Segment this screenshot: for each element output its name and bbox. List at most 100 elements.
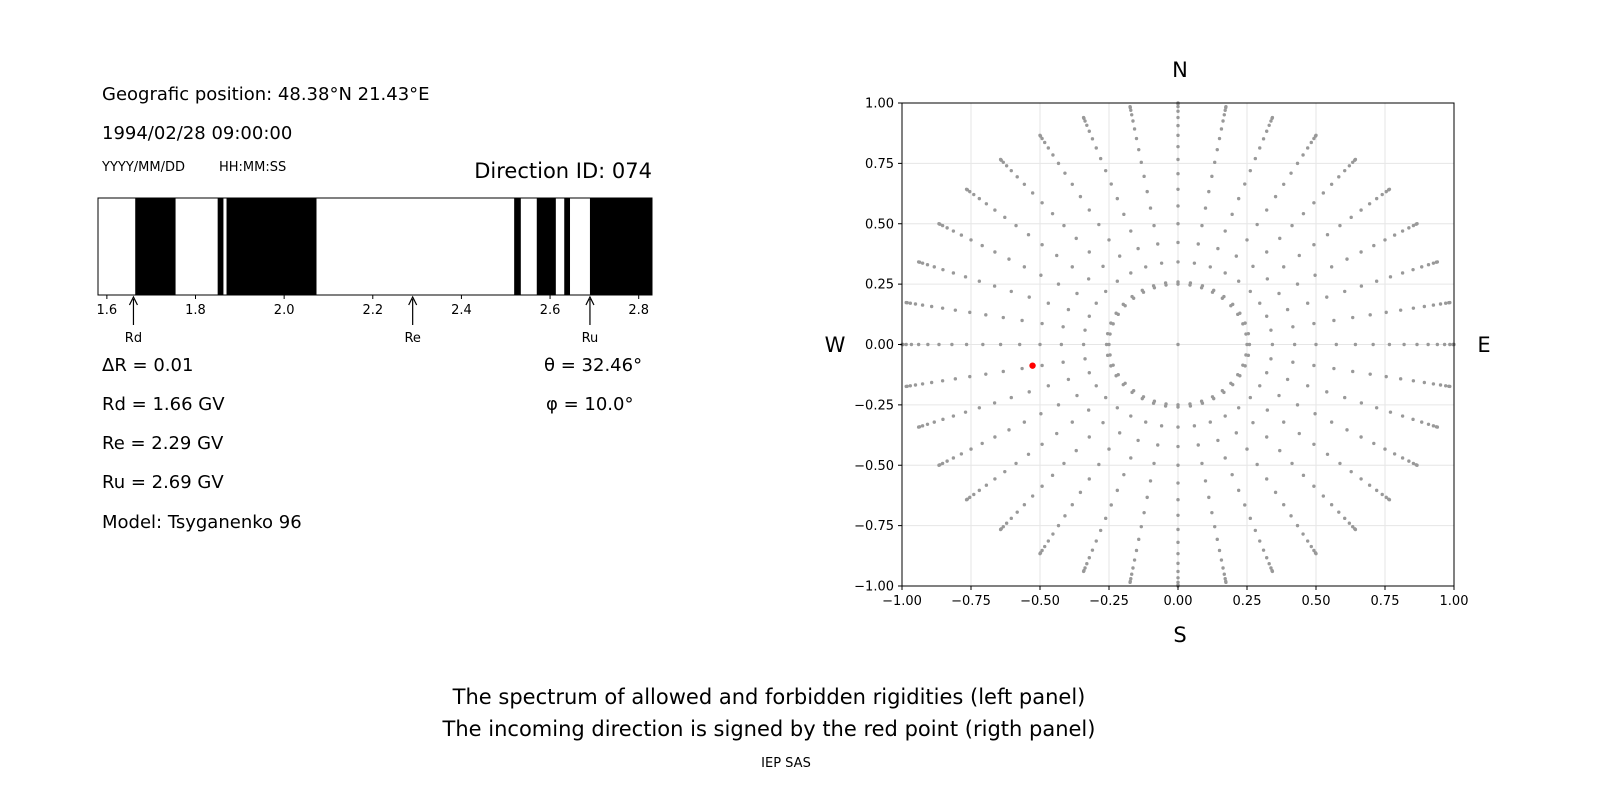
direction-point [1145, 189, 1149, 194]
direction-point [993, 208, 997, 212]
direction-point [1372, 441, 1376, 446]
direction-id: Direction ID: 074 [474, 159, 652, 183]
scatter-x-tick-label: 1.00 [1440, 594, 1469, 609]
direction-point [1007, 428, 1011, 432]
direction-point [1438, 302, 1443, 306]
scatter-x-tick-label: 0.50 [1302, 594, 1331, 609]
direction-point [1215, 537, 1219, 542]
direction-point [972, 492, 976, 497]
direction-point [1056, 403, 1061, 407]
scatter-y-tick-label: 0.50 [865, 217, 894, 232]
direction-point [1314, 342, 1318, 347]
direction-point [1295, 282, 1300, 286]
scatter-x-tick-label: −0.50 [1020, 594, 1060, 609]
direction-point [969, 447, 973, 451]
direction-point [937, 342, 941, 347]
direction-point [1265, 435, 1269, 439]
direction-point [951, 414, 956, 418]
direction-point [1115, 406, 1120, 410]
direction-point [940, 461, 945, 466]
direction-point [959, 452, 964, 456]
direction-point [1129, 577, 1133, 581]
direction-point [1128, 580, 1132, 585]
direction-point [1270, 342, 1275, 347]
direction-point [1090, 137, 1095, 141]
direction-point [1321, 191, 1326, 195]
direction-point [1156, 443, 1160, 447]
direction-point [1278, 236, 1282, 241]
direction-point [1200, 284, 1205, 288]
direction-point [1087, 556, 1091, 560]
direction-point [1017, 342, 1022, 347]
direction-point [1176, 580, 1180, 585]
direction-point [940, 379, 945, 383]
direction-point [1107, 342, 1111, 347]
direction-point [1040, 484, 1044, 488]
direction-point [908, 384, 913, 388]
direction-point [1367, 483, 1372, 487]
direction-point [1255, 462, 1259, 467]
footer-caption-line1: The spectrum of allowed and forbidden ri… [452, 685, 1086, 709]
direction-point [1345, 257, 1349, 261]
direction-point [1291, 325, 1295, 329]
direction-scatter-panel: −1.00 −0.75 −0.50 −0.25 0.00 0.25 0.50 0.75 1.00… [854, 97, 1468, 610]
direction-point [1176, 463, 1180, 467]
direction-point [1144, 265, 1148, 269]
direction-point [1221, 566, 1225, 570]
direction-point [1105, 353, 1110, 358]
direction-point [1431, 261, 1436, 265]
direction-point [1040, 321, 1044, 326]
direction-point [1261, 137, 1266, 141]
direction-point [1040, 243, 1044, 247]
direction-point [1305, 384, 1310, 388]
direction-point [1223, 577, 1227, 581]
direction-point [941, 417, 945, 422]
direction-point [1384, 495, 1388, 500]
direction-point [992, 401, 997, 405]
scatter-y-tick-label: 1.00 [865, 97, 894, 112]
model-name: Model: Tsyganenko 96 [102, 512, 302, 533]
direction-point [1038, 342, 1042, 347]
direction-point [1285, 377, 1290, 382]
direction-point [1200, 461, 1204, 466]
direction-point [1334, 342, 1339, 347]
direction-point [1139, 160, 1143, 165]
direction-point [1411, 417, 1415, 422]
direction-point [1109, 321, 1113, 325]
direction-point [1282, 265, 1286, 269]
direction-point [920, 303, 925, 307]
direction-point [1176, 144, 1180, 149]
spectrum-x-tick-label: 2.4 [451, 303, 472, 318]
direction-point [1411, 379, 1416, 383]
direction-point [1295, 161, 1300, 166]
direction-point [1313, 273, 1317, 277]
direction-point [980, 441, 984, 446]
spectrum-x-tick-label: 2.8 [628, 303, 649, 318]
direction-point [1009, 516, 1013, 521]
direction-point [925, 422, 930, 426]
direction-point [1367, 202, 1372, 206]
direction-point [1152, 461, 1156, 466]
direction-point [1217, 548, 1222, 553]
direction-point [1159, 261, 1164, 265]
direction-point [1176, 569, 1180, 574]
direction-point [1222, 294, 1226, 299]
direction-point [1192, 424, 1197, 428]
direction-point [916, 425, 921, 429]
direction-point [1443, 301, 1448, 305]
direction-point [1407, 459, 1411, 463]
scatter-y-tick-label: −0.75 [854, 519, 894, 534]
direction-point [1223, 271, 1227, 275]
direction-point [963, 410, 968, 414]
direction-point [1148, 479, 1153, 483]
direction-point [1343, 289, 1347, 294]
direction-point [1196, 242, 1200, 246]
direction-point [1070, 420, 1074, 424]
direction-point [1337, 175, 1341, 179]
direction-point [1129, 229, 1133, 233]
forbidden-band [536, 198, 556, 295]
scatter-y-tick-label: 0.25 [865, 278, 894, 293]
spectrum-x-tick-label: 2.0 [274, 303, 295, 318]
direction-point [1090, 548, 1095, 552]
